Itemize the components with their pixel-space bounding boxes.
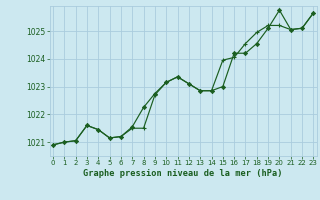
X-axis label: Graphe pression niveau de la mer (hPa): Graphe pression niveau de la mer (hPa) [84,169,283,178]
